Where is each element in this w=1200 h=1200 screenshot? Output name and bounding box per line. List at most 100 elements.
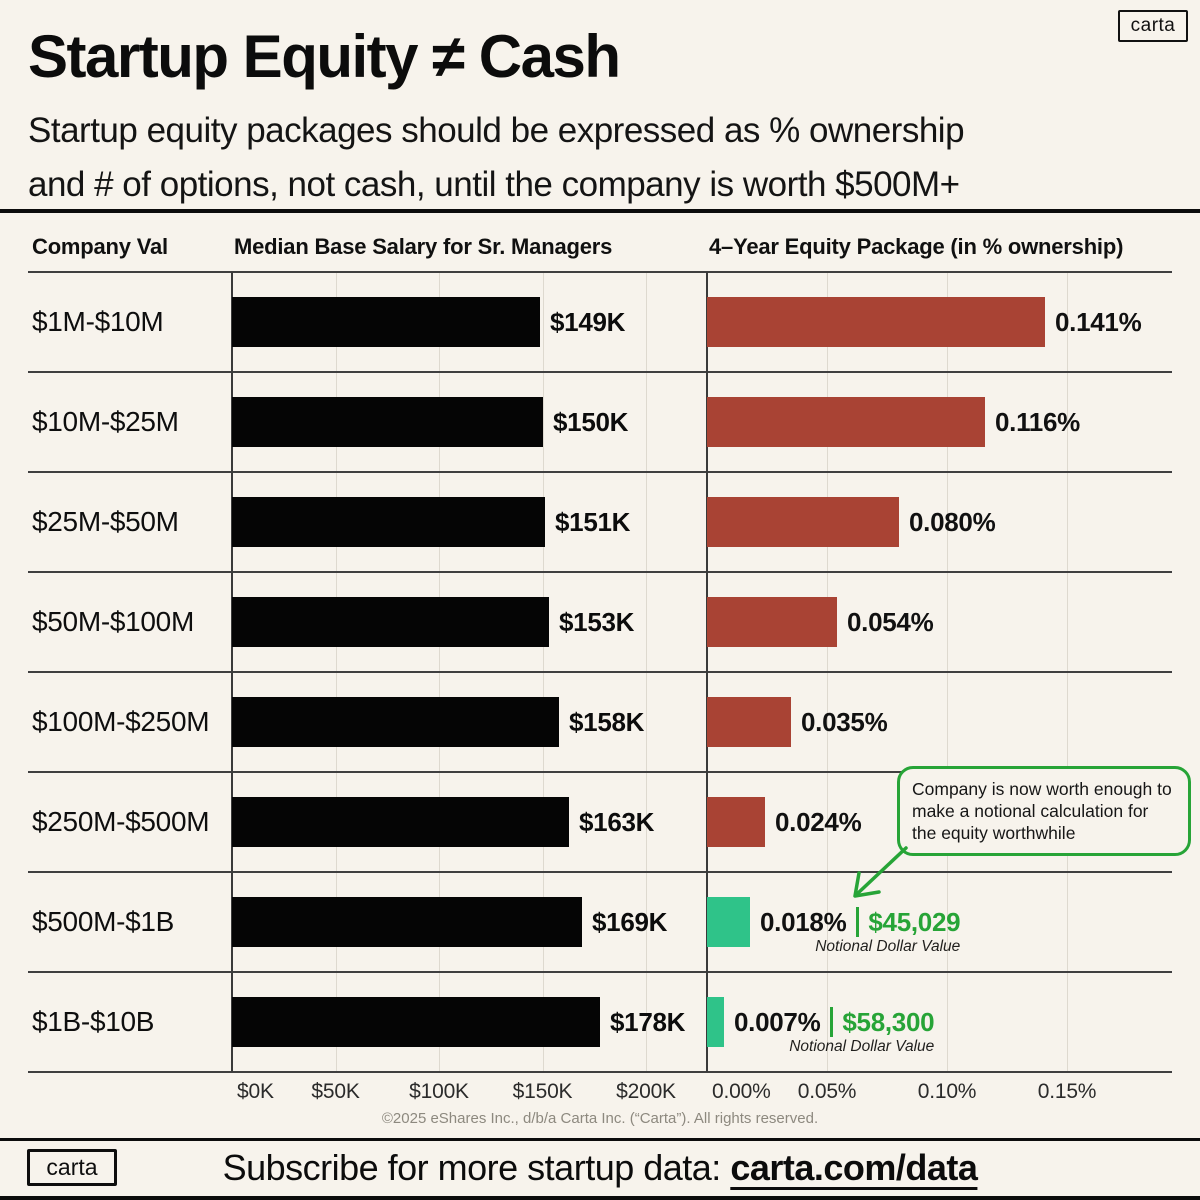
axis-tick-label: 0.00%: [712, 1080, 771, 1103]
equity-bar: [707, 497, 899, 547]
axis-tick-label: $150K: [512, 1080, 573, 1103]
row-label: $1M-$10M: [32, 306, 164, 337]
equity-value-group: 0.007% $58,300 Notional Dollar Value: [734, 972, 935, 1072]
salary-value-label: $169K: [592, 906, 668, 937]
subscribe-text: Subscribe for more startup data:: [222, 1147, 731, 1188]
equity-bar: [707, 597, 837, 647]
row-separator: [28, 371, 1172, 373]
axis-tick-label: $100K: [409, 1080, 469, 1103]
row-separator: [28, 971, 1172, 973]
salary-value-label: $150K: [553, 406, 629, 437]
equity-value-line: 0.054%: [847, 572, 934, 672]
header-divider: [0, 209, 1200, 213]
salary-bar: [232, 497, 545, 547]
row-separator: [28, 1071, 1172, 1073]
salary-value-label: $178K: [610, 1006, 686, 1037]
equity-value-line: 0.035%: [801, 672, 888, 772]
axis-tick-label: $0K: [237, 1080, 274, 1103]
equity-percent-label: 0.007%: [734, 1006, 821, 1037]
axis-tick-label: $50K: [311, 1080, 360, 1103]
equity-value-line: 0.141%: [1055, 272, 1142, 372]
column-header-equity: 4–Year Equity Package (in % ownership): [709, 234, 1124, 259]
page-subtitle: Startup equity packages should be expres…: [28, 104, 965, 212]
notional-dollar-value: $58,300: [842, 1006, 935, 1037]
notional-caption: Notional Dollar Value: [815, 938, 961, 955]
equity-bar: [707, 797, 765, 847]
salary-value-label: $158K: [569, 706, 645, 737]
row-separator: [28, 571, 1172, 573]
subscribe-banner: Subscribe for more startup data: carta.c…: [0, 1147, 1200, 1189]
equity-value-group: 0.116%: [995, 372, 1080, 472]
row-separator: [28, 871, 1172, 873]
salary-value-label: $153K: [559, 606, 635, 637]
row-label: $10M-$25M: [32, 406, 179, 437]
copyright-text: ©2025 eShares Inc., d/b/a Carta Inc. (“C…: [381, 1110, 819, 1127]
row-separator: [28, 671, 1172, 673]
notional-separator-icon: [856, 907, 860, 937]
callout-arrow-icon: [853, 846, 908, 898]
column-header-company-val: Company Val: [32, 234, 168, 259]
axis-tick-label: 0.15%: [1037, 1080, 1097, 1103]
equity-value-group: 0.035%: [801, 672, 888, 772]
equity-value-line: 0.116%: [995, 372, 1080, 472]
row-separator: [28, 271, 1172, 273]
equity-value-group: 0.024%: [775, 772, 862, 872]
equity-bar: [707, 297, 1045, 347]
equity-bar: [707, 897, 750, 947]
equity-value-group: 0.141%: [1055, 272, 1142, 372]
row-separator: [28, 771, 1172, 773]
row-label: $500M-$1B: [32, 906, 175, 937]
carta-logo-top: carta: [1118, 10, 1188, 42]
row-label: $100M-$250M: [32, 706, 210, 737]
equity-value-line: 0.024%: [775, 772, 862, 872]
salary-bar: [232, 397, 543, 447]
equity-percent-label: 0.116%: [995, 406, 1080, 437]
salary-value-label: $151K: [555, 506, 631, 537]
axis-tick-label: 0.05%: [797, 1080, 857, 1103]
row-label: $1B-$10B: [32, 1006, 155, 1037]
column-header-salary: Median Base Salary for Sr. Managers: [234, 234, 613, 259]
equity-value-line: 0.080%: [909, 472, 996, 572]
equity-percent-label: 0.024%: [775, 806, 862, 837]
carta-logo-bottom: carta: [27, 1149, 117, 1186]
row-label: $25M-$50M: [32, 506, 179, 537]
notional-caption: Notional Dollar Value: [789, 1038, 935, 1055]
equity-value-group: 0.054%: [847, 572, 934, 672]
axis-tick-label: 0.10%: [917, 1080, 977, 1103]
salary-bar: [232, 697, 559, 747]
equity-percent-label: 0.054%: [847, 606, 934, 637]
column-axis-line: [706, 272, 708, 1072]
salary-value-label: $163K: [579, 806, 655, 837]
notional-dollar-value: $45,029: [868, 906, 961, 937]
row-separator: [28, 471, 1172, 473]
salary-bar: [232, 797, 569, 847]
footer-divider: [0, 1138, 1200, 1141]
axis-tick-label: $200K: [616, 1080, 676, 1103]
subtitle-line-1: Startup equity packages should be expres…: [28, 111, 965, 150]
equity-percent-label: 0.018%: [760, 906, 847, 937]
column-axis-line: [231, 272, 233, 1072]
equity-value-group: 0.018% $45,029 Notional Dollar Value: [760, 872, 961, 972]
row-label: $50M-$100M: [32, 606, 194, 637]
salary-bar: [232, 897, 582, 947]
equity-bar: [707, 697, 791, 747]
subtitle-line-2: and # of options, not cash, until the co…: [28, 165, 960, 204]
notional-separator-icon: [830, 1007, 834, 1037]
page-title: Startup Equity ≠ Cash: [28, 23, 621, 90]
equity-bar: [707, 397, 985, 447]
equity-bar: [707, 997, 724, 1047]
equity-percent-label: 0.035%: [801, 706, 888, 737]
bottom-edge-bar: [0, 1196, 1200, 1200]
salary-bar: [232, 297, 540, 347]
equity-percent-label: 0.141%: [1055, 306, 1142, 337]
salary-value-label: $149K: [550, 306, 626, 337]
equity-percent-label: 0.080%: [909, 506, 996, 537]
callout-box: Company is now worth enough to make a no…: [897, 766, 1191, 857]
equity-value-line: 0.018% $45,029: [760, 872, 961, 972]
equity-value-line: 0.007% $58,300: [734, 972, 935, 1072]
salary-bar: [232, 997, 600, 1047]
salary-bar: [232, 597, 549, 647]
subscribe-link[interactable]: carta.com/data: [730, 1147, 978, 1188]
